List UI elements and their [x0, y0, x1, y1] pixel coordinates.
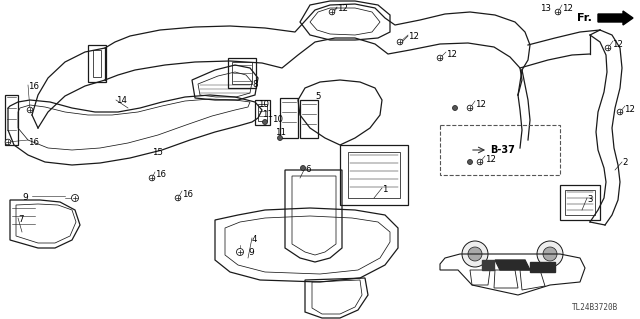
Circle shape: [537, 241, 563, 267]
Text: 5: 5: [315, 92, 321, 101]
Circle shape: [5, 139, 11, 145]
Circle shape: [72, 195, 79, 202]
FancyArrow shape: [598, 11, 633, 25]
Text: 11: 11: [262, 110, 273, 119]
Text: 15: 15: [152, 148, 163, 157]
Text: Fr.: Fr.: [577, 13, 592, 23]
Circle shape: [468, 247, 482, 261]
Circle shape: [175, 195, 181, 201]
Text: 16: 16: [28, 82, 39, 91]
Circle shape: [467, 160, 472, 165]
Circle shape: [237, 249, 243, 256]
Circle shape: [437, 55, 443, 61]
Circle shape: [329, 9, 335, 15]
Text: 16: 16: [28, 138, 39, 147]
Text: 1: 1: [382, 185, 387, 194]
Text: 4: 4: [252, 235, 257, 244]
Text: 12: 12: [612, 40, 623, 49]
Text: B-37: B-37: [490, 145, 515, 155]
Text: 13: 13: [540, 4, 551, 13]
Polygon shape: [495, 260, 530, 270]
Text: 12: 12: [337, 4, 348, 13]
Text: 11: 11: [275, 128, 286, 137]
Circle shape: [556, 9, 561, 15]
Text: 7: 7: [18, 215, 24, 224]
Circle shape: [452, 106, 458, 110]
Circle shape: [397, 39, 403, 45]
Text: TL24B3720B: TL24B3720B: [572, 303, 618, 312]
Text: 10: 10: [272, 115, 283, 124]
Circle shape: [543, 247, 557, 261]
Polygon shape: [482, 260, 494, 270]
Circle shape: [262, 120, 268, 124]
Text: 12: 12: [446, 50, 457, 59]
Text: 10: 10: [258, 100, 269, 109]
Text: 8: 8: [252, 80, 257, 89]
Text: 12: 12: [408, 32, 419, 41]
Text: 16: 16: [182, 190, 193, 199]
Text: 12: 12: [562, 4, 573, 13]
Circle shape: [462, 241, 488, 267]
Circle shape: [301, 166, 305, 170]
Circle shape: [27, 107, 33, 113]
Circle shape: [605, 45, 611, 51]
Circle shape: [149, 175, 155, 181]
Text: 14: 14: [116, 96, 127, 105]
Text: 9: 9: [22, 193, 28, 202]
Text: 12: 12: [475, 100, 486, 109]
Circle shape: [477, 159, 483, 165]
Text: 3: 3: [587, 195, 593, 204]
Circle shape: [467, 105, 473, 111]
Text: 6: 6: [305, 165, 310, 174]
Polygon shape: [530, 262, 555, 272]
Text: 16: 16: [155, 170, 166, 179]
Text: 12: 12: [624, 105, 635, 114]
Text: 2: 2: [622, 158, 627, 167]
Circle shape: [617, 109, 623, 115]
Circle shape: [278, 136, 282, 140]
Text: 12: 12: [485, 155, 496, 164]
Text: 9: 9: [248, 248, 253, 257]
